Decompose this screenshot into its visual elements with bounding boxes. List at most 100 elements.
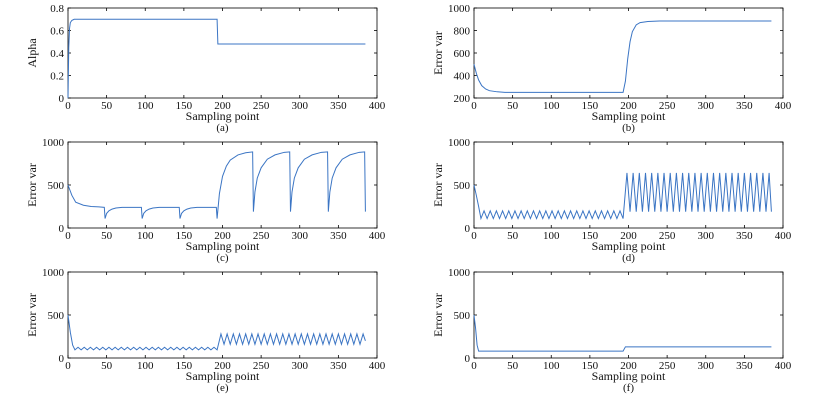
x-tick-label: 400 <box>775 360 792 372</box>
x-tick-label: 400 <box>369 100 386 112</box>
y-tick-label: 600 <box>454 48 471 60</box>
x-tick-label: 200 <box>620 230 637 242</box>
x-tick-label: 300 <box>292 230 309 242</box>
x-tick-label: 50 <box>101 230 113 242</box>
x-tick-label: 350 <box>736 230 753 242</box>
x-tick-label: 250 <box>659 360 676 372</box>
x-tick-label: 0 <box>471 360 477 372</box>
x-axis-label: Sampling point <box>592 239 666 253</box>
y-tick-label: 1000 <box>448 3 471 15</box>
y-tick-label: 1000 <box>448 137 471 149</box>
x-tick-label: 50 <box>507 100 519 112</box>
y-axis-label: Error var <box>431 31 445 75</box>
data-line <box>67 18 366 99</box>
x-tick-label: 200 <box>214 230 231 242</box>
y-tick-label: 0 <box>59 223 65 235</box>
x-tick-label: 0 <box>471 100 477 112</box>
x-tick-label: 50 <box>101 100 113 112</box>
x-tick-label: 0 <box>65 360 71 372</box>
caption: (e) <box>216 382 229 394</box>
x-tick-label: 50 <box>507 230 519 242</box>
x-tick-label: 400 <box>775 100 792 112</box>
x-axis-label: Sampling point <box>186 239 260 253</box>
y-tick-label: 0.4 <box>50 48 64 60</box>
x-tick-label: 0 <box>471 230 477 242</box>
caption: (b) <box>622 122 635 134</box>
x-axis-label: Sampling point <box>186 369 260 383</box>
x-tick-label: 50 <box>507 360 519 372</box>
data-line <box>67 314 366 351</box>
x-tick-label: 200 <box>620 360 637 372</box>
plot-area <box>473 141 784 229</box>
x-tick-label: 100 <box>137 100 154 112</box>
y-axis-label: Error var <box>25 293 39 337</box>
x-tick-label: 100 <box>543 230 560 242</box>
x-tick-label: 50 <box>101 360 113 372</box>
x-tick-label: 0 <box>65 230 71 242</box>
plot-area <box>67 271 378 359</box>
plot-area <box>473 271 784 359</box>
x-tick-label: 150 <box>176 100 193 112</box>
x-tick-label: 400 <box>369 360 386 372</box>
y-tick-label: 0.2 <box>50 71 64 83</box>
x-tick-label: 250 <box>659 230 676 242</box>
y-tick-label: 0 <box>465 223 471 235</box>
x-tick-label: 100 <box>137 360 154 372</box>
y-tick-label: 800 <box>454 26 471 38</box>
y-tick-label: 500 <box>454 310 471 322</box>
y-tick-label: 1000 <box>42 267 65 279</box>
x-tick-label: 150 <box>582 100 599 112</box>
y-tick-label: 500 <box>454 180 471 192</box>
x-tick-label: 150 <box>176 230 193 242</box>
caption: (c) <box>216 252 229 264</box>
x-tick-label: 0 <box>65 100 71 112</box>
x-tick-label: 300 <box>698 360 715 372</box>
caption: (a) <box>216 122 229 134</box>
y-axis-label: Error var <box>431 163 445 207</box>
x-tick-label: 200 <box>620 100 637 112</box>
x-tick-label: 400 <box>369 230 386 242</box>
plot-area <box>67 7 378 99</box>
x-tick-label: 300 <box>292 100 309 112</box>
x-tick-label: 250 <box>253 100 270 112</box>
y-tick-label: 0.6 <box>50 26 64 38</box>
caption: (f) <box>623 382 634 394</box>
y-tick-label: 0 <box>59 353 65 365</box>
x-tick-label: 200 <box>214 360 231 372</box>
data-line <box>67 151 366 219</box>
y-tick-label: 0.8 <box>50 3 64 15</box>
x-tick-label: 200 <box>214 100 231 112</box>
data-line <box>473 314 772 352</box>
y-tick-label: 400 <box>454 71 471 83</box>
x-tick-label: 150 <box>582 360 599 372</box>
data-line <box>473 172 772 221</box>
y-tick-label: 1000 <box>448 267 471 279</box>
x-tick-label: 100 <box>543 360 560 372</box>
x-tick-label: 250 <box>253 230 270 242</box>
x-tick-label: 250 <box>253 360 270 372</box>
x-tick-label: 100 <box>543 100 560 112</box>
y-tick-label: 0 <box>59 93 65 105</box>
x-tick-label: 100 <box>137 230 154 242</box>
y-axis-label: Error var <box>431 293 445 337</box>
x-axis-label: Sampling point <box>186 109 260 123</box>
x-axis-label: Sampling point <box>592 109 666 123</box>
x-tick-label: 350 <box>736 100 753 112</box>
x-tick-label: 300 <box>698 230 715 242</box>
y-tick-label: 500 <box>48 180 65 192</box>
x-tick-label: 250 <box>659 100 676 112</box>
x-tick-label: 300 <box>698 100 715 112</box>
y-axis-label: Alpha <box>25 38 39 68</box>
data-line <box>473 20 772 93</box>
x-tick-label: 350 <box>330 360 347 372</box>
x-tick-label: 150 <box>176 360 193 372</box>
x-tick-label: 350 <box>330 230 347 242</box>
x-tick-label: 400 <box>775 230 792 242</box>
x-tick-label: 150 <box>582 230 599 242</box>
x-axis-label: Sampling point <box>592 369 666 383</box>
y-tick-label: 1000 <box>42 137 65 149</box>
y-axis-label: Error var <box>25 163 39 207</box>
y-tick-label: 500 <box>48 310 65 322</box>
x-tick-label: 300 <box>292 360 309 372</box>
y-tick-label: 0 <box>465 353 471 365</box>
